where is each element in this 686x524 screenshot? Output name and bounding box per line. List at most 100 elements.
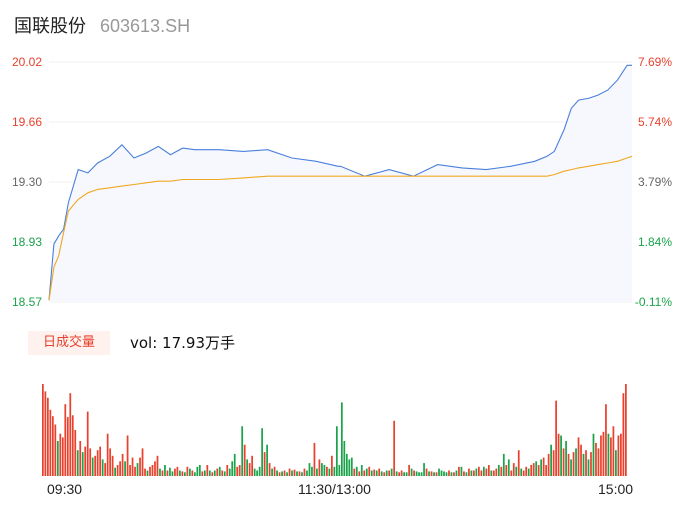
volume-bar [507,459,510,476]
volume-bar [296,471,298,476]
volume-bar [61,437,64,476]
volume-bar [268,463,271,476]
volume-bar [450,472,453,476]
volume-bar [605,404,607,476]
volume-bar [248,463,251,476]
volume-bar [281,471,283,476]
volume-bar [251,455,254,476]
volume-bar [580,444,582,476]
volume-bar [592,433,595,476]
volume-bar [271,468,273,476]
volume-bar [114,467,116,476]
volume-bar [184,472,186,476]
volume-bar [505,465,508,476]
volume-bar [313,442,316,476]
volume-bar [181,471,184,476]
volume-bar [530,465,533,476]
volume-bar [134,466,136,476]
volume-bar [169,467,171,476]
volume-bar [597,448,600,476]
volume-bar [585,450,587,476]
volume-bar [303,468,306,476]
volume-bar [206,465,209,476]
volume-bar [390,468,393,476]
volume-bar [139,457,141,476]
volume-bar [66,417,69,476]
volume-bar [121,453,124,476]
volume-bar [301,472,303,476]
volume-bar [328,468,331,476]
volume-bar [156,455,159,476]
volume-bar [174,468,176,476]
volume-bar [99,446,102,476]
y-left-tick: 18.93 [12,235,43,249]
volume-bar [71,415,74,476]
volume-bar [283,470,286,476]
volume-bar [74,430,77,476]
volume-bar [517,450,520,476]
volume-bar [96,450,99,476]
volume-bar [403,472,405,476]
volume-bar [201,471,204,476]
y-left-tick: 19.66 [12,115,43,129]
volume-bar [552,450,555,476]
volume-bar [59,433,62,476]
volume-bar [246,459,249,476]
volume-bar [233,453,236,476]
x-tick-label: 09:30 [47,481,83,497]
x-tick-label: 15:00 [598,481,634,497]
volume-bar [363,470,366,476]
volume-bar [542,457,545,476]
volume-bar [537,465,540,476]
volume-bar [570,459,572,476]
volume-bar [373,469,376,476]
volume-bar [535,461,538,476]
volume-bar [562,448,565,476]
volume-bar [610,437,612,476]
volume-bar [433,472,435,476]
volume-bar [410,468,413,476]
volume-bar [69,393,72,476]
y-right-tick: -0.11% [634,295,672,309]
volume-bar [560,435,562,476]
volume-bar [455,470,458,476]
volume-bar [572,452,575,476]
volume-bar [522,470,525,476]
volume-bar [418,472,420,476]
volume-bar [179,470,181,476]
volume-bar [241,426,244,476]
volume-bar [216,468,219,476]
volume-bar [94,455,97,476]
volume-bar [443,471,445,476]
volume-bar [345,453,348,476]
volume-bar [136,463,139,476]
volume-bar [555,400,557,476]
volume-bar [400,470,403,476]
volume-bar [236,466,239,476]
volume-bar [485,468,488,476]
volume-bar [161,470,164,476]
volume-bar [415,471,418,476]
volume-bar [438,468,440,476]
volume-bar [318,459,321,476]
price-area [49,65,632,302]
volume-bar [425,468,428,476]
volume-bar [223,471,226,476]
volume-bar [86,411,89,476]
volume-bar [473,470,475,476]
volume-bar [124,461,126,476]
volume-bar [144,468,146,476]
volume-bar [226,465,229,476]
volume-bar [478,466,480,476]
volume-bar [151,465,154,476]
volume-bar [470,470,473,476]
volume-bar [617,435,620,476]
volume-bar [383,472,386,476]
volume-bar [273,466,276,476]
volume-bar [221,470,224,476]
volume-tab[interactable]: 日成交量 [28,331,110,355]
volume-bar [378,468,381,476]
volume-bar [231,461,234,476]
volume-bar [527,468,530,476]
volume-bar [625,384,627,476]
